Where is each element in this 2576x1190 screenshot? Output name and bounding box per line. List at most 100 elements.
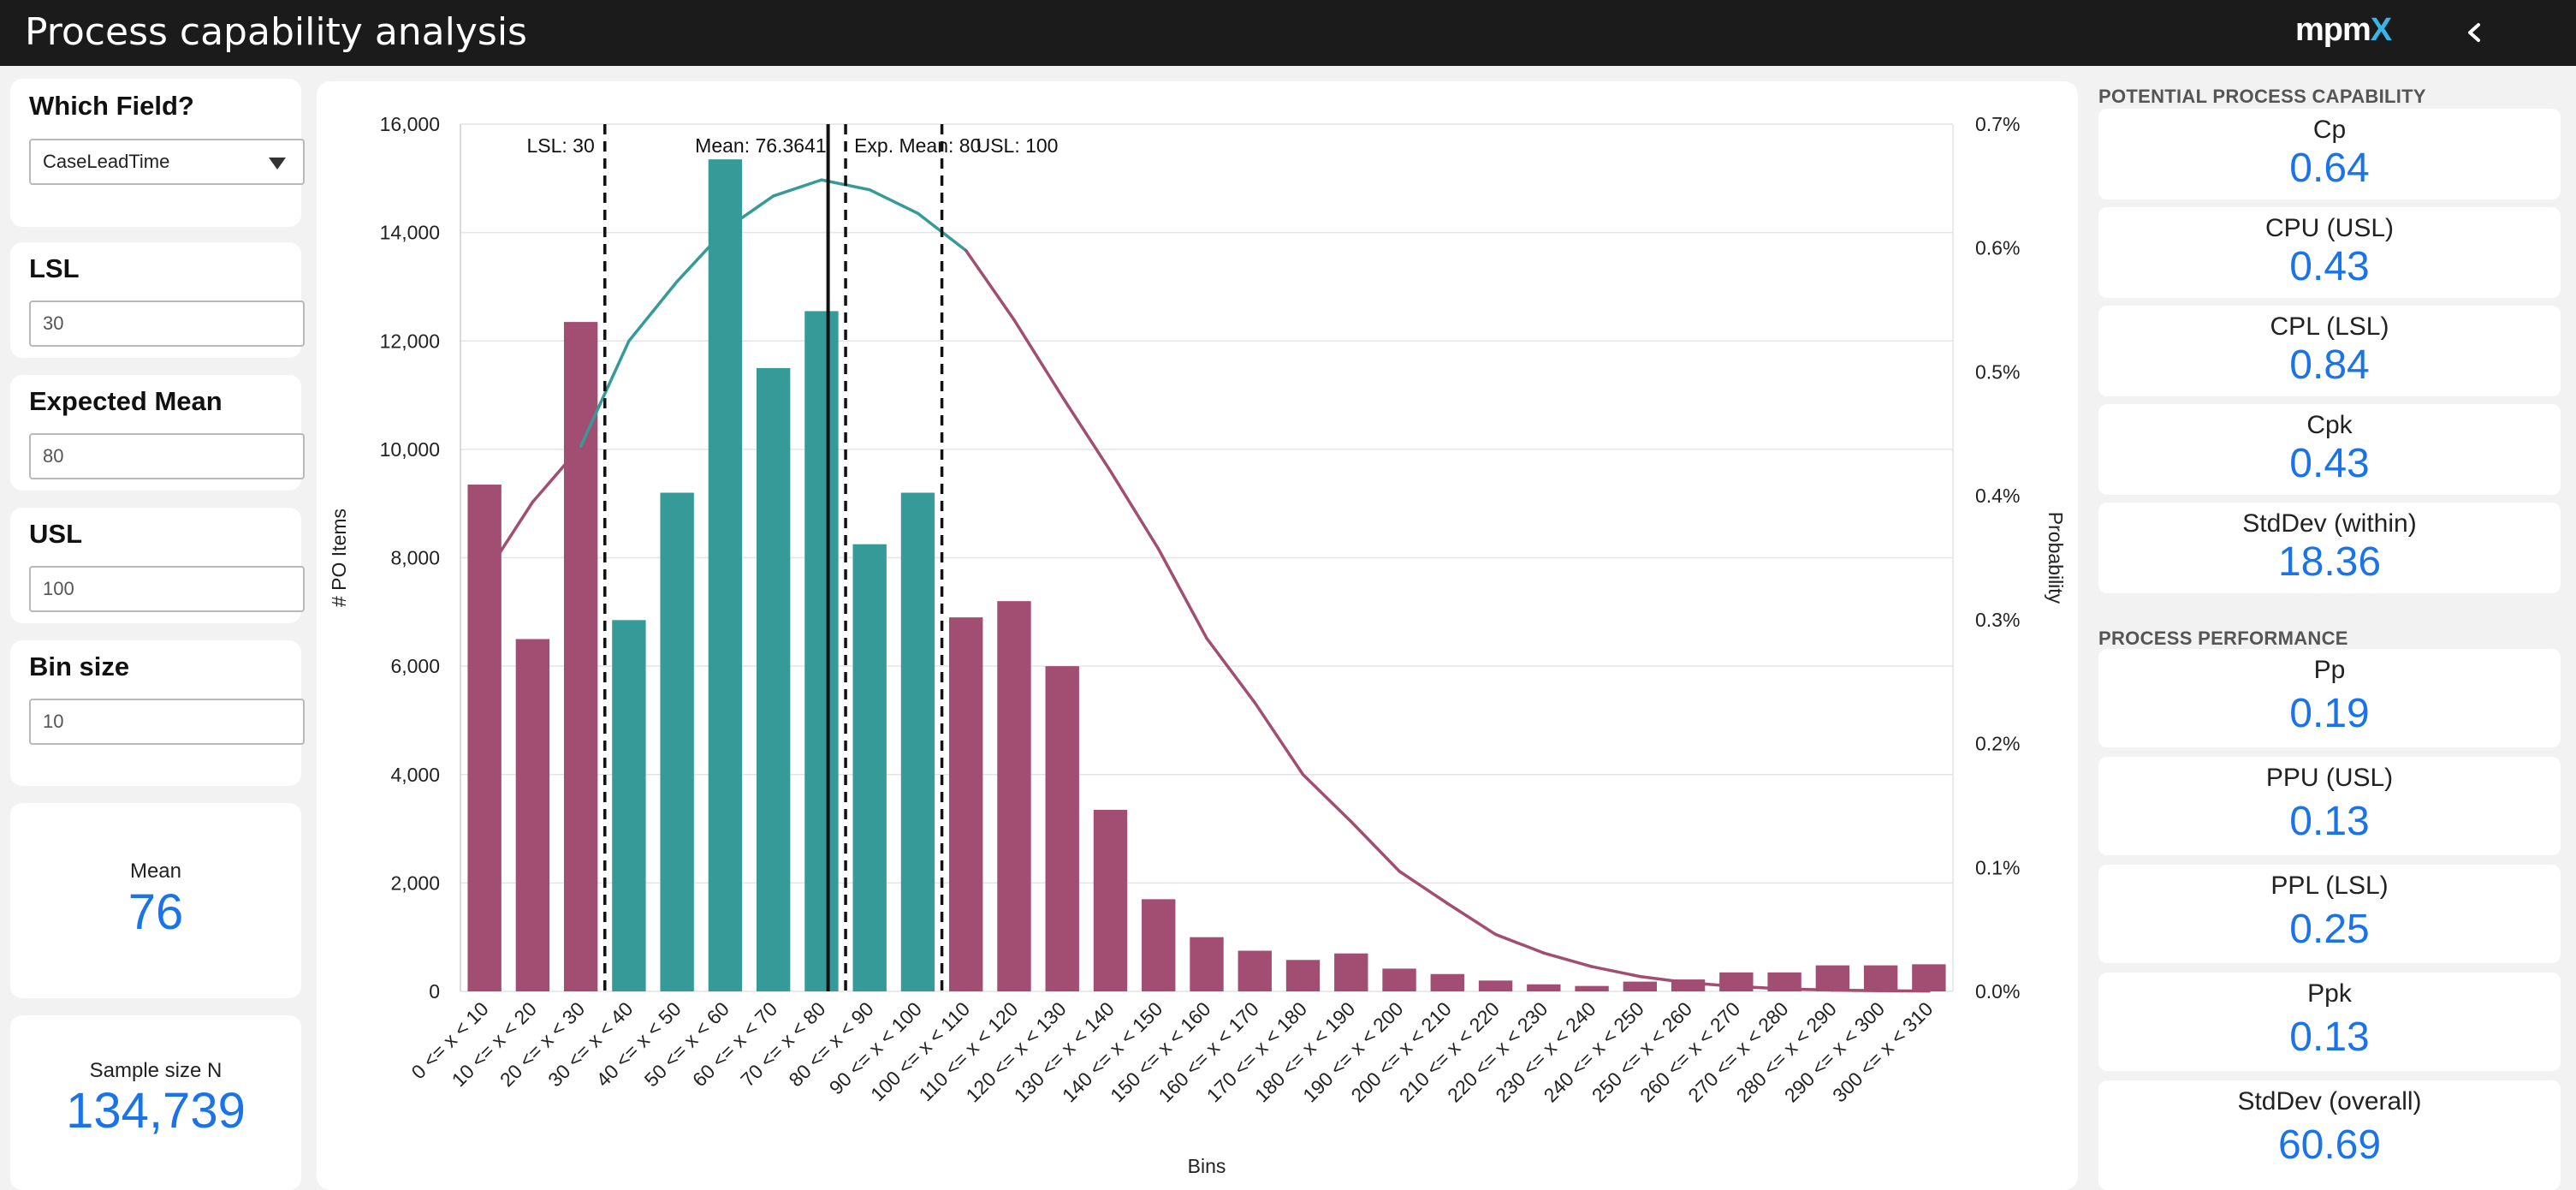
probability-curve-segment xyxy=(1590,965,1642,979)
metric-pp-label: Pp xyxy=(2313,656,2346,684)
potential-capability-title: POTENTIAL PROCESS CAPABILITY xyxy=(2098,86,2426,107)
metric-cpl-label: CPL (LSL) xyxy=(2270,312,2389,341)
probability-curve-segment xyxy=(1012,318,1064,399)
metric-cpl: CPL (LSL) 0.84 xyxy=(2098,306,2561,396)
probability-curve-segment xyxy=(1301,773,1353,824)
y2-axis-title: Probability xyxy=(2045,512,2067,604)
metric-ppk: Ppk 0.13 xyxy=(2098,973,2561,1071)
logo-text: mpm xyxy=(2295,12,2371,48)
bar xyxy=(515,639,550,991)
y2-tick-label: 0.3% xyxy=(1975,609,2020,631)
probability-curve-segment xyxy=(1253,701,1305,776)
metric-cp: Cp 0.64 xyxy=(2098,109,2561,199)
bar xyxy=(900,492,935,991)
probability-curve-segment xyxy=(1156,547,1208,640)
metric-cpk-label: Cpk xyxy=(2306,411,2353,439)
usl-input[interactable]: 100 xyxy=(29,566,305,612)
metric-cpk: Cpk 0.43 xyxy=(2098,404,2561,495)
y2-tick-label: 0.7% xyxy=(1975,113,2020,135)
bar xyxy=(1912,964,1946,991)
spec-marker-label: LSL: 30 xyxy=(526,134,594,157)
metric-stddev-within-label: StdDev (within) xyxy=(2242,509,2417,538)
bin-size-input[interactable]: 10 xyxy=(29,699,305,745)
bar xyxy=(1527,984,1561,991)
probability-curve-segment xyxy=(675,228,727,283)
chevron-down-icon xyxy=(269,158,286,170)
bar xyxy=(1142,899,1176,991)
lsl-input[interactable]: 30 xyxy=(29,300,305,347)
y2-tick-label: 0.2% xyxy=(1975,733,2020,755)
bin-size-card: Bin size 10 xyxy=(10,640,305,786)
lsl-card: LSL 30 xyxy=(10,242,305,358)
field-select[interactable]: CaseLeadTime xyxy=(29,139,305,185)
y-tick-label: 2,000 xyxy=(390,872,440,894)
sample-size-label: Sample size N xyxy=(89,1059,223,1082)
probability-curve-segment xyxy=(579,339,631,449)
histogram-panel: 0 2,000 4,000 6,000 8,000 10,000 12,000 14,000 1… xyxy=(317,81,2078,1190)
probability-curve-segment xyxy=(1686,981,1738,988)
bar xyxy=(756,367,791,991)
expected-mean-input-value: 80 xyxy=(43,445,64,467)
mean-kpi-card: Mean 76 xyxy=(10,803,301,998)
y-tick-label: 4,000 xyxy=(390,764,440,786)
process-performance-title: PROCESS PERFORMANCE xyxy=(2098,628,2348,649)
field-select-value: CaseLeadTime xyxy=(43,151,170,172)
bar xyxy=(563,322,598,991)
bar xyxy=(852,544,887,991)
metric-pp: Pp 0.19 xyxy=(2098,649,2561,747)
metric-cpl-value: 0.84 xyxy=(2289,342,2370,388)
bar xyxy=(660,492,694,991)
y2-tick-label: 0.0% xyxy=(1975,980,2020,1003)
metric-stddev-within: StdDev (within) 18.36 xyxy=(2098,503,2561,593)
bar xyxy=(1478,980,1513,991)
metric-cpk-value: 0.43 xyxy=(2289,441,2370,486)
mpmx-logo: mpmX xyxy=(2295,12,2392,49)
bar xyxy=(997,601,1031,991)
metric-ppl-label: PPL (LSL) xyxy=(2270,872,2389,900)
probability-curve-segment xyxy=(964,248,1016,322)
probability-curve-segment xyxy=(1783,987,1835,992)
metric-stddev-overall-value: 60.69 xyxy=(2277,1122,2382,1168)
spec-marker-label: USL: 100 xyxy=(976,134,1059,157)
bar xyxy=(1575,985,1609,991)
metric-stddev-within-value: 18.36 xyxy=(2277,539,2382,585)
spec-marker-label: Exp. Mean: 80 xyxy=(854,134,981,157)
sample-size-value: 134,739 xyxy=(66,1083,246,1139)
bar xyxy=(1815,965,1850,991)
bar xyxy=(467,485,502,991)
bar xyxy=(1190,937,1224,991)
bar xyxy=(1093,809,1128,991)
metric-ppu: PPU (USL) 0.13 xyxy=(2098,757,2561,855)
metric-cpu-label: CPU (USL) xyxy=(2264,214,2394,242)
metric-stddev-overall: StdDev (overall) 60.69 xyxy=(2098,1080,2561,1190)
bar xyxy=(1623,981,1658,991)
bar xyxy=(1238,950,1272,991)
bar xyxy=(804,311,839,992)
metric-ppu-value: 0.13 xyxy=(2289,799,2370,844)
usl-label: USL xyxy=(29,519,82,549)
y2-tick-label: 0.1% xyxy=(1975,856,2020,878)
logo-accent: X xyxy=(2370,12,2392,48)
field-label: Which Field? xyxy=(29,91,194,121)
expected-mean-input[interactable]: 80 xyxy=(29,433,305,479)
y2-tick-label: 0.6% xyxy=(1975,237,2020,259)
chevron-left-icon xyxy=(2468,23,2480,42)
probability-curve-segment xyxy=(1108,469,1160,551)
probability-curve-segment xyxy=(1445,901,1498,937)
metric-ppk-value: 0.13 xyxy=(2289,1014,2370,1060)
metric-cpu: CPU (USL) 0.43 xyxy=(2098,207,2561,298)
probability-curve-segment xyxy=(1398,869,1450,906)
bar xyxy=(1719,972,1754,991)
top-bar: Process capability analysis mpmX xyxy=(0,0,2576,66)
metric-ppl-value: 0.25 xyxy=(2289,907,2370,952)
probability-curve-segment xyxy=(868,187,920,215)
app-title: Process capability analysis xyxy=(25,10,527,54)
back-button[interactable] xyxy=(2456,14,2494,51)
usl-input-value: 100 xyxy=(43,578,74,599)
bar xyxy=(949,617,983,991)
usl-card: USL 100 xyxy=(10,508,305,623)
sample-size-card: Sample size N 134,739 xyxy=(10,1015,301,1190)
expected-mean-label: Expected Mean xyxy=(29,386,223,416)
bin-size-input-value: 10 xyxy=(43,711,64,732)
bar xyxy=(1863,965,1898,991)
